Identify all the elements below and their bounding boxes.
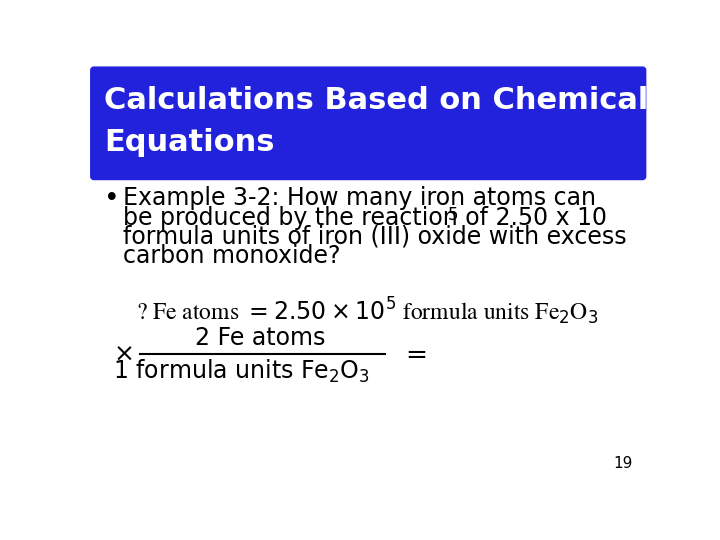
Text: Calculations Based on Chemical: Calculations Based on Chemical xyxy=(104,86,648,116)
Text: 5: 5 xyxy=(448,206,459,224)
Text: carbon monoxide?: carbon monoxide? xyxy=(122,244,340,268)
Text: ? Fe atoms $= 2.50\times10^{5}$ formula units Fe$_2$O$_3$: ? Fe atoms $= 2.50\times10^{5}$ formula … xyxy=(137,296,599,327)
Text: •: • xyxy=(104,186,120,212)
Text: 19: 19 xyxy=(613,456,632,471)
Text: 2 Fe atoms: 2 Fe atoms xyxy=(195,326,325,350)
Text: formula units of iron (III) oxide with excess: formula units of iron (III) oxide with e… xyxy=(122,225,626,249)
FancyBboxPatch shape xyxy=(91,67,646,179)
Text: be produced by the reaction of 2.50 x 10: be produced by the reaction of 2.50 x 10 xyxy=(122,206,606,230)
Text: Example 3-2: How many iron atoms can: Example 3-2: How many iron atoms can xyxy=(122,186,595,211)
Text: Equations: Equations xyxy=(104,128,274,157)
Text: 1 formula units Fe$_2$O$_3$: 1 formula units Fe$_2$O$_3$ xyxy=(113,357,369,385)
Text: $=$: $=$ xyxy=(400,341,426,367)
Text: $\times$: $\times$ xyxy=(113,342,132,366)
